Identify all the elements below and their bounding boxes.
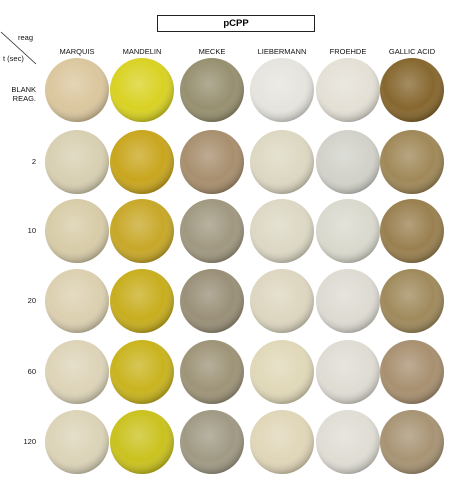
well-fill bbox=[250, 199, 314, 263]
test-well bbox=[250, 199, 314, 263]
well-fill bbox=[45, 130, 109, 194]
test-well bbox=[45, 199, 109, 263]
test-well bbox=[45, 130, 109, 194]
column-label: LIEBERMANN bbox=[257, 47, 307, 56]
row-label: 120 bbox=[23, 437, 36, 446]
well-fill bbox=[110, 130, 174, 194]
test-well bbox=[180, 199, 244, 263]
test-well bbox=[45, 410, 109, 474]
well-fill bbox=[316, 199, 380, 263]
well-fill bbox=[180, 130, 244, 194]
well-fill bbox=[316, 130, 380, 194]
test-well bbox=[110, 410, 174, 474]
corner-divider bbox=[0, 31, 37, 65]
title: pCPP bbox=[157, 15, 315, 32]
test-well bbox=[316, 199, 380, 263]
well-fill bbox=[250, 130, 314, 194]
test-well bbox=[180, 58, 244, 122]
well-fill bbox=[110, 199, 174, 263]
well-fill bbox=[180, 269, 244, 333]
well-fill bbox=[316, 58, 380, 122]
test-well bbox=[250, 410, 314, 474]
test-well bbox=[110, 58, 174, 122]
well-fill bbox=[180, 58, 244, 122]
test-well bbox=[316, 269, 380, 333]
well-fill bbox=[110, 269, 174, 333]
well-fill bbox=[316, 340, 380, 404]
well-fill bbox=[110, 410, 174, 474]
well-fill bbox=[380, 340, 444, 404]
well-fill bbox=[45, 340, 109, 404]
test-well bbox=[45, 340, 109, 404]
well-fill bbox=[316, 410, 380, 474]
well-fill bbox=[45, 199, 109, 263]
test-well bbox=[110, 199, 174, 263]
well-fill bbox=[180, 199, 244, 263]
test-well bbox=[380, 410, 444, 474]
column-label: FROEHDE bbox=[329, 47, 367, 56]
column-header-label: reag bbox=[18, 33, 34, 42]
test-well bbox=[380, 340, 444, 404]
column-label: GALLIC ACID bbox=[388, 47, 436, 56]
test-well bbox=[380, 199, 444, 263]
test-well bbox=[316, 58, 380, 122]
test-well bbox=[250, 130, 314, 194]
row-label: BLANK REAG. bbox=[11, 85, 36, 103]
well-fill bbox=[45, 58, 109, 122]
column-label: MECKE bbox=[198, 47, 226, 56]
well-fill bbox=[250, 269, 314, 333]
well-fill bbox=[380, 58, 444, 122]
well-fill bbox=[110, 58, 174, 122]
well-fill bbox=[110, 340, 174, 404]
test-well bbox=[180, 269, 244, 333]
test-well bbox=[250, 269, 314, 333]
test-well bbox=[110, 130, 174, 194]
well-fill bbox=[180, 340, 244, 404]
test-well bbox=[180, 410, 244, 474]
test-well bbox=[45, 269, 109, 333]
test-well bbox=[380, 130, 444, 194]
test-well bbox=[250, 340, 314, 404]
well-fill bbox=[380, 130, 444, 194]
well-fill bbox=[45, 410, 109, 474]
test-well bbox=[180, 340, 244, 404]
test-well bbox=[316, 340, 380, 404]
column-label: MANDELIN bbox=[122, 47, 162, 56]
well-fill bbox=[380, 269, 444, 333]
test-well bbox=[110, 340, 174, 404]
test-well bbox=[110, 269, 174, 333]
test-well bbox=[316, 410, 380, 474]
well-fill bbox=[380, 410, 444, 474]
row-header-label: t (sec) bbox=[3, 54, 24, 63]
test-well bbox=[180, 130, 244, 194]
well-fill bbox=[316, 269, 380, 333]
well-fill bbox=[380, 199, 444, 263]
well-fill bbox=[250, 410, 314, 474]
row-label: 60 bbox=[27, 367, 36, 376]
test-well bbox=[316, 130, 380, 194]
well-fill bbox=[45, 269, 109, 333]
well-fill bbox=[180, 410, 244, 474]
test-well bbox=[250, 58, 314, 122]
well-fill bbox=[250, 340, 314, 404]
row-label: 20 bbox=[27, 296, 36, 305]
well-fill bbox=[250, 58, 314, 122]
row-label: 2 bbox=[31, 157, 36, 166]
row-label: 10 bbox=[27, 226, 36, 235]
test-well bbox=[380, 58, 444, 122]
test-well bbox=[380, 269, 444, 333]
test-well bbox=[45, 58, 109, 122]
column-label: MARQUIS bbox=[59, 47, 95, 56]
